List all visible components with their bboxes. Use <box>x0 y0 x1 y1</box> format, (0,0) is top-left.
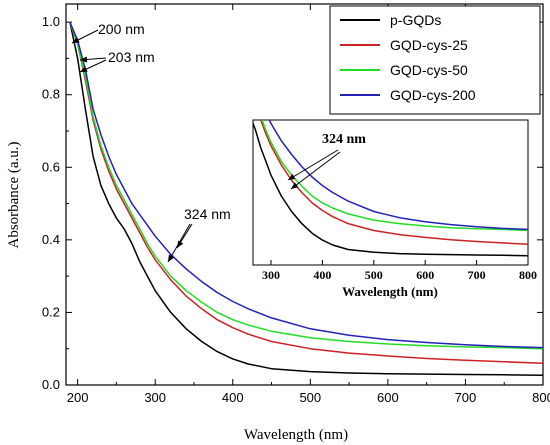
inset-x-tick-label: 300 <box>262 268 280 282</box>
x-tick-label: 500 <box>299 390 321 405</box>
x-tick-label: 400 <box>222 390 244 405</box>
inset-x-tick-label: 500 <box>365 268 383 282</box>
annotation-200nm: 200 nm <box>98 21 145 37</box>
inset-series-line-gqd-cys-50 <box>261 120 528 232</box>
inset-annotation-324nm: 324 nm <box>322 132 366 147</box>
annotation-arrowhead <box>288 173 296 180</box>
y-tick-label: 0.2 <box>42 304 60 319</box>
inset-x-tick-label: 800 <box>519 268 537 282</box>
y-axis-title: Absorbance (a.u.) <box>6 141 22 248</box>
inset-series-line-p-gqds <box>253 121 528 257</box>
series-line-gqd-cys-50 <box>69 21 544 350</box>
annotations: 200 nm 203 nm 324 nm <box>71 21 231 263</box>
main-axes: 200 300 400 500 600 700 800 0.0 0.2 0.4 0.6 0.8 1.0 <box>42 4 550 405</box>
annotation-arrow <box>290 151 341 190</box>
x-tick-label: 200 <box>67 390 89 405</box>
annotation-arrowhead <box>80 66 88 72</box>
legend-label: GQD-cys-50 <box>390 62 468 78</box>
annotation-203nm: 203 nm <box>108 49 155 65</box>
inset-axes: 300 400 500 600 700 800 <box>262 260 537 282</box>
inset-chart: 300 400 500 600 700 800 Wavelength (nm) 324 n… <box>252 119 537 299</box>
annotation-324nm: 324 nm <box>184 206 231 222</box>
y-tick-label: 0.0 <box>42 377 60 392</box>
inset-series <box>253 120 528 257</box>
y-tick-label: 1.0 <box>42 14 60 29</box>
inset-annotation: 324 nm <box>287 132 366 190</box>
annotation-arrowhead <box>80 56 88 63</box>
x-tick-label: 600 <box>377 390 399 405</box>
inset-x-tick-label: 400 <box>313 268 331 282</box>
annotation-arrowhead <box>291 182 299 189</box>
y-tick-label: 0.4 <box>42 232 60 247</box>
series-line-gqd-cys-200 <box>69 21 544 349</box>
annotation-arrow <box>287 149 339 181</box>
inset-x-tick-label: 700 <box>468 268 486 282</box>
x-axis-title: Wavelength (nm) <box>244 427 348 443</box>
x-tick-label: 800 <box>532 390 550 405</box>
inset-x-axis-title: Wavelength (nm) <box>342 284 438 299</box>
annotation-arrowhead <box>72 37 80 43</box>
plot-frame <box>65 3 544 386</box>
main-series <box>69 21 544 376</box>
x-tick-label: 300 <box>144 390 166 405</box>
inset-series-line-gqd-cys-25 <box>259 120 528 246</box>
x-tick-label: 700 <box>455 390 477 405</box>
series-line-gqd-cys-25 <box>69 21 544 364</box>
annotation-arrowhead <box>168 254 175 262</box>
series-line-p-gqds <box>69 21 544 376</box>
legend: p-GQDs GQD-cys-25 GQD-cys-50 GQD-cys-200 <box>329 5 541 115</box>
legend-label: p-GQDs <box>390 12 441 28</box>
y-tick-label: 0.6 <box>42 159 60 174</box>
inset-x-tick-label: 600 <box>416 268 434 282</box>
legend-label: GQD-cys-200 <box>390 87 476 103</box>
annotation-arrowhead <box>177 240 184 248</box>
y-tick-label: 0.8 <box>42 87 60 102</box>
inset-series-line-gqd-cys-200 <box>268 120 528 231</box>
inset-frame <box>252 119 529 266</box>
legend-label: GQD-cys-25 <box>390 37 468 53</box>
